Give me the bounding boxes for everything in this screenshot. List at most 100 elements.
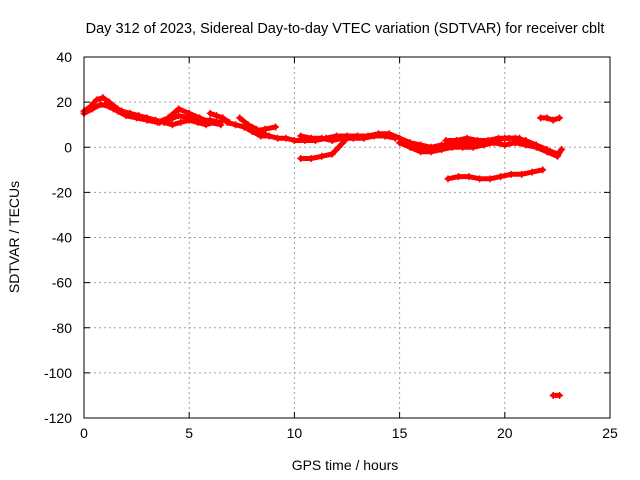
- y-axis-label: SDTVAR / TECUs: [6, 181, 22, 293]
- data-point: [505, 134, 513, 142]
- data-point: [318, 152, 326, 160]
- y-tick-label: -120: [44, 410, 72, 426]
- data-point: [549, 116, 557, 124]
- data-point: [143, 114, 151, 122]
- data-point: [431, 143, 439, 151]
- data-point: [206, 109, 214, 117]
- data-point: [465, 173, 473, 181]
- y-tick-label: -60: [52, 275, 72, 291]
- data-point: [497, 173, 505, 181]
- y-tick-label: -80: [52, 320, 72, 336]
- data-point: [219, 114, 227, 122]
- data-point: [177, 118, 185, 126]
- data-point: [196, 114, 204, 122]
- data-point: [248, 127, 256, 135]
- y-tick-label: -100: [44, 365, 72, 381]
- plot-frame: [83, 56, 611, 419]
- data-point: [516, 134, 524, 142]
- data-track: [411, 142, 449, 150]
- data-point: [486, 175, 494, 183]
- data-point: [549, 391, 557, 399]
- y-tick-label: -20: [52, 184, 72, 200]
- chart-title: Day 312 of 2023, Sidereal Day-to-day VTE…: [86, 21, 605, 37]
- data-point: [442, 136, 450, 144]
- data-point: [556, 391, 564, 399]
- data-point: [240, 123, 248, 131]
- data-point: [126, 109, 134, 117]
- data-point: [444, 175, 452, 183]
- data-point: [297, 155, 305, 163]
- data-point: [168, 121, 176, 129]
- data-point: [244, 121, 252, 129]
- data-point: [194, 118, 202, 126]
- data-point: [328, 136, 336, 144]
- data-point: [410, 141, 418, 149]
- data-point: [335, 143, 343, 151]
- data-point: [494, 134, 502, 142]
- data-point: [539, 166, 547, 174]
- data-point: [484, 136, 492, 144]
- data-point: [307, 155, 315, 163]
- x-tick-label: 0: [80, 425, 88, 441]
- data-point: [370, 132, 378, 140]
- data-point: [528, 168, 536, 176]
- data-point: [381, 132, 389, 140]
- data-point: [236, 114, 244, 122]
- grid-lines: [84, 57, 610, 418]
- data-point: [202, 121, 210, 129]
- data-point: [135, 112, 143, 120]
- data-point: [476, 175, 484, 183]
- data-point: [391, 134, 399, 142]
- data-point: [160, 118, 168, 126]
- data-point: [318, 134, 326, 142]
- data-point: [223, 118, 231, 126]
- data-point: [217, 121, 225, 129]
- data-point: [271, 123, 279, 131]
- data-point: [396, 139, 404, 147]
- data-point: [328, 150, 336, 158]
- data-point: [99, 94, 107, 102]
- data-tracks: [80, 94, 566, 399]
- x-tick-label: 20: [497, 425, 513, 441]
- data-point: [556, 114, 564, 122]
- data-point: [473, 136, 481, 144]
- data-point: [522, 141, 530, 149]
- data-point: [265, 132, 273, 140]
- data-point: [118, 107, 126, 115]
- data-point: [231, 121, 239, 129]
- data-point: [290, 136, 298, 144]
- data-point: [421, 143, 429, 151]
- data-point: [532, 143, 540, 151]
- data-point: [307, 134, 315, 142]
- data-point: [518, 170, 526, 178]
- y-axis-ticks: -120 -100 -80 -60 -40 -20 0 20 40: [44, 49, 610, 426]
- y-tick-label: 0: [64, 139, 72, 155]
- x-axis-ticks: 0 5 10 15 20 25: [80, 57, 618, 441]
- data-point: [417, 148, 425, 156]
- data-point: [213, 112, 221, 120]
- x-tick-label: 25: [602, 425, 618, 441]
- data-point: [442, 143, 450, 151]
- data-point: [109, 105, 117, 113]
- x-axis-label: GPS time / hours: [292, 457, 399, 473]
- data-point: [93, 96, 101, 104]
- data-point: [282, 134, 290, 142]
- data-point: [261, 125, 269, 133]
- data-point: [463, 134, 471, 142]
- data-track: [445, 167, 546, 182]
- data-point: [459, 143, 467, 151]
- data-track: [298, 133, 398, 143]
- data-point: [469, 143, 477, 151]
- data-point: [101, 100, 109, 108]
- data-point: [185, 116, 193, 124]
- data-point: [164, 114, 172, 122]
- data-point: [501, 141, 509, 149]
- y-tick-label: 20: [56, 94, 72, 110]
- data-point: [185, 109, 193, 117]
- data-point: [210, 118, 218, 126]
- x-tick-label: 5: [185, 425, 193, 441]
- data-point: [543, 148, 551, 156]
- data-point: [88, 105, 96, 113]
- data-point: [543, 114, 551, 122]
